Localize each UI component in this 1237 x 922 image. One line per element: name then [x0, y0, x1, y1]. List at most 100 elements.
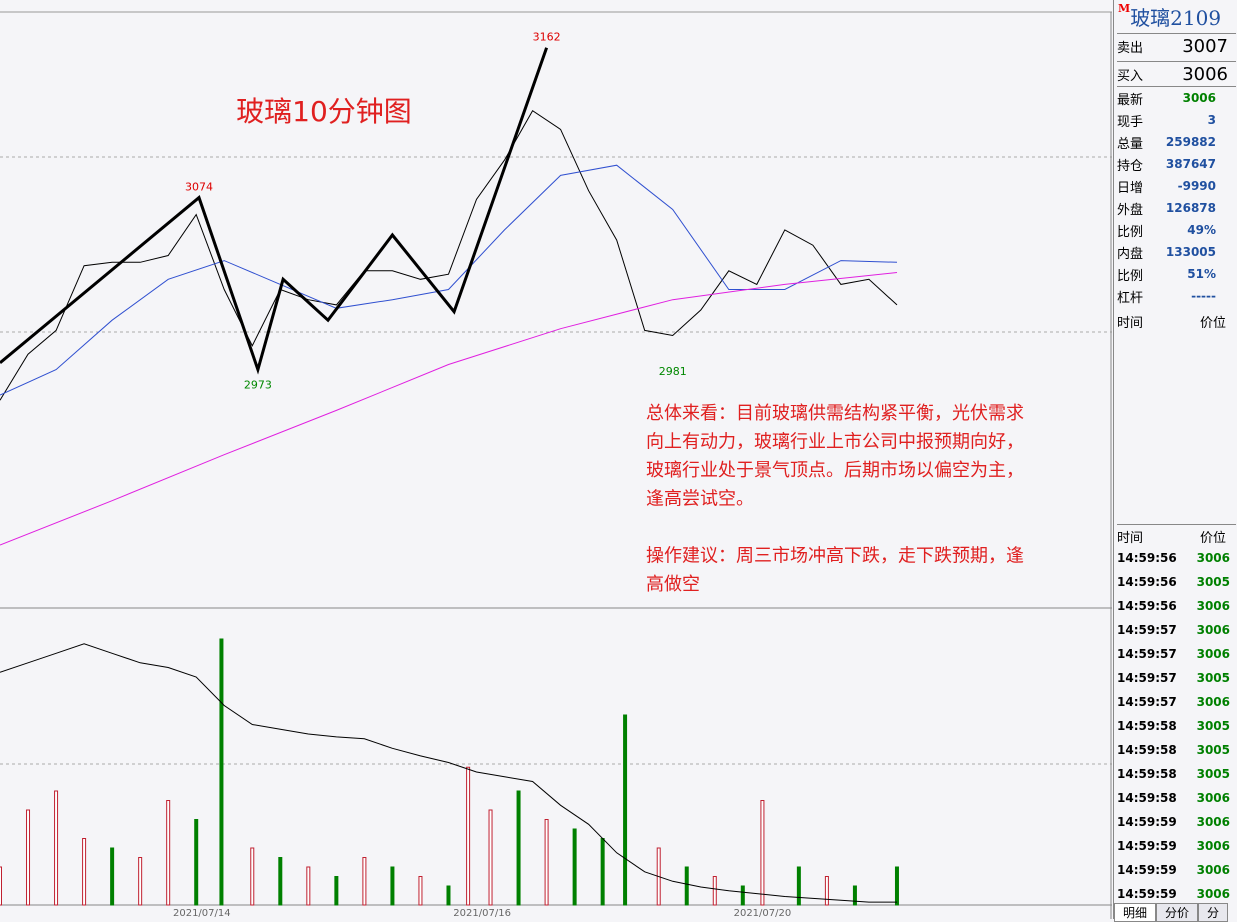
- trade-price: 3006: [1196, 791, 1230, 805]
- trade-time: 14:59:57: [1117, 623, 1177, 637]
- stat-label: 日增: [1117, 180, 1144, 196]
- stat-label: 内盘: [1117, 246, 1144, 262]
- volume-bar: [219, 638, 224, 906]
- tab[interactable]: 明细: [1114, 903, 1157, 922]
- volume-bar: [760, 800, 765, 906]
- trade-price: 3006: [1196, 695, 1230, 709]
- trade-row: 14:59:58 3005: [1117, 762, 1236, 786]
- volume-bar: [362, 857, 367, 906]
- trade-price: 3006: [1196, 863, 1230, 877]
- trade-row: 14:59:56 3006: [1117, 594, 1236, 618]
- volume-bar: [894, 866, 899, 906]
- volume-bar: [138, 857, 143, 906]
- volume-bar: [110, 847, 115, 906]
- volume-bar: [250, 847, 255, 906]
- x-date: 2021/07/14: [173, 908, 231, 919]
- trade-price: 3005: [1196, 671, 1230, 685]
- trade-time: 14:59:59: [1117, 887, 1177, 901]
- stat-row: 外盘 126878: [1117, 197, 1236, 219]
- open-interest: [0, 643, 897, 903]
- trade-row: 14:59:56 3006: [1117, 546, 1236, 570]
- trade-time: 14:59:57: [1117, 695, 1177, 709]
- volume-bar: [82, 838, 87, 906]
- volume-bar: [54, 790, 59, 906]
- trade-row: 14:59:56 3005: [1117, 570, 1236, 594]
- trade-price: 3005: [1196, 575, 1230, 589]
- buy-row: 买入 3006: [1117, 61, 1236, 87]
- tabs: 明细 分价分: [1114, 903, 1229, 922]
- trade-row: 14:59:59 3006: [1117, 882, 1236, 906]
- trade-time: 14:59:57: [1117, 671, 1177, 685]
- volume-bar: [278, 857, 283, 906]
- trade-price: 3006: [1196, 887, 1230, 901]
- trade-time: 14:59:56: [1117, 575, 1177, 589]
- stat-label: 持仓: [1117, 158, 1144, 174]
- volume-bar: [0, 866, 2, 906]
- chart: 玻璃10分钟图 3074 2973 3162 2981 总体来看：目前玻璃供需结构紧平衡…: [0, 11, 1112, 919]
- stat-value: 49%: [1187, 223, 1216, 237]
- label: 卖出: [1117, 40, 1144, 56]
- stat-value: 387647: [1165, 157, 1216, 171]
- volume-bar: [600, 838, 605, 906]
- stat-label: 比例: [1117, 268, 1144, 284]
- trade-time: 14:59:58: [1117, 791, 1177, 805]
- stat-value: 3: [1207, 113, 1216, 127]
- stat-row: 比例 51%: [1117, 263, 1236, 285]
- volume-bar: [194, 819, 199, 906]
- price-line: [0, 109, 898, 401]
- stat-label: 杠杆: [1117, 290, 1144, 306]
- commentary: 向上有动力，玻璃行业上市公司中报预期向好，: [646, 432, 1024, 453]
- volume-bar: [390, 866, 395, 906]
- h: 价位: [1199, 315, 1226, 331]
- stat-value: 133005: [1165, 245, 1216, 259]
- stat-row: 杠杆 -----: [1117, 285, 1236, 307]
- stat-value: -9990: [1177, 179, 1216, 193]
- x-date: 2021/07/16: [453, 908, 511, 919]
- trade-row: 14:59:59 3006: [1117, 834, 1236, 858]
- trade-time: 14:59:57: [1117, 647, 1177, 661]
- stat-value: -----: [1191, 289, 1216, 303]
- tab[interactable]: 分: [1198, 903, 1229, 922]
- trade-row: 14:59:59 3006: [1117, 858, 1236, 882]
- stat-value: 51%: [1187, 267, 1216, 281]
- volume-bar: [446, 885, 451, 906]
- stat-row: 内盘 133005: [1117, 241, 1236, 263]
- stat-row: 比例 49%: [1117, 219, 1236, 241]
- volume-bar: [684, 866, 689, 906]
- volume-bar: [712, 876, 717, 906]
- h: 时间: [1117, 315, 1144, 331]
- tab[interactable]: 分价: [1156, 903, 1199, 922]
- commentary: 高做空: [646, 574, 700, 595]
- x-date: 2021/07/20: [734, 908, 792, 919]
- trade-row: 14:59:58 3006: [1117, 786, 1236, 810]
- volume-bar: [334, 876, 339, 906]
- stat-label: 总量: [1117, 136, 1144, 152]
- value: 3006: [1182, 63, 1228, 85]
- trade-time: 14:59:56: [1117, 599, 1177, 613]
- volume-bar: [572, 828, 577, 906]
- commentary: 逢高尝试空。: [646, 489, 754, 510]
- trade-price: 3006: [1196, 623, 1230, 637]
- trade-row: 14:59:57 3006: [1117, 690, 1236, 714]
- volume-bar: [516, 790, 521, 906]
- symbol-header: M玻璃2109: [1118, 2, 1221, 31]
- value: 3007: [1182, 35, 1228, 57]
- volume-bar: [852, 885, 857, 906]
- stat-row: 总量 259882: [1117, 131, 1236, 153]
- trade-price: 3006: [1196, 839, 1230, 853]
- stat-row: 最新 3006: [1117, 87, 1236, 109]
- list-header: 时间 价位: [1117, 310, 1236, 332]
- volume-bar: [306, 866, 311, 906]
- trade-time: 14:59:58: [1117, 743, 1177, 757]
- quote-panel: M玻璃2109 卖出 3007 买入 3006 最新 3006 现手 3 总量 259882 持…: [1113, 0, 1237, 922]
- list-header: 时间 价位: [1117, 524, 1236, 547]
- trade-row: 14:59:58 3005: [1117, 714, 1236, 738]
- h: 价位: [1199, 530, 1226, 546]
- stat-label: 最新: [1117, 92, 1144, 108]
- volume-bar: [488, 809, 493, 906]
- flag: M: [1118, 2, 1131, 15]
- zigzag: [0, 47, 549, 375]
- price-label: 3162: [533, 31, 561, 44]
- trade-row: 14:59:58 3005: [1117, 738, 1236, 762]
